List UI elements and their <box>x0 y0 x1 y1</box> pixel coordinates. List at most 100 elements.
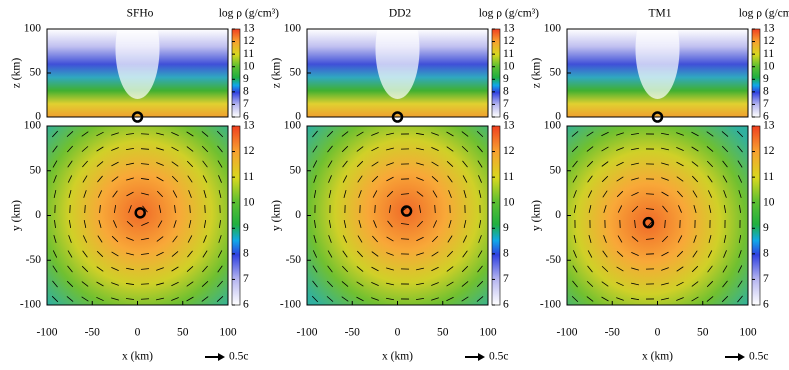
velocity-arrow <box>96 146 104 152</box>
velocity-arrow <box>737 145 743 153</box>
velocity-arrow <box>82 235 88 243</box>
velocity-arrow <box>587 265 593 273</box>
velocity-arrow <box>676 176 684 182</box>
velocity-arrow <box>156 297 164 301</box>
y-tick-label: -50 <box>26 254 42 266</box>
velocity-arrow <box>431 235 439 243</box>
velocity-arrow <box>371 161 379 167</box>
x-tick-label: 50 <box>177 327 189 339</box>
colorbar-tick-label: 13 <box>503 23 515 35</box>
x-axis-label: x (km) <box>122 351 153 363</box>
colorbar-tick-label: 6 <box>243 299 249 311</box>
velocity-arrow <box>677 190 683 198</box>
velocity-arrow <box>68 235 72 243</box>
velocity-arrow <box>431 132 439 136</box>
velocity-arrow <box>386 236 394 242</box>
colorbar-tick-label: 7 <box>763 273 769 285</box>
velocity-arrow <box>54 219 56 229</box>
velocity-arrow <box>661 282 669 286</box>
velocity-arrow <box>51 295 59 303</box>
velocity-arrow <box>81 265 89 273</box>
velocity-arrow <box>676 266 684 272</box>
velocity-arrow <box>96 250 104 258</box>
y-axis-label: y (km) <box>531 200 543 231</box>
velocity-arrow <box>601 175 609 183</box>
velocity-arrow <box>112 190 118 198</box>
colorbar-tick-label: 10 <box>763 196 775 208</box>
velocity-arrow <box>616 190 624 198</box>
velocity-arrow <box>737 175 743 183</box>
velocity-arrow <box>723 190 727 198</box>
heatmap <box>567 29 748 117</box>
velocity-arrow <box>571 131 579 137</box>
velocity-arrow <box>202 160 208 168</box>
velocity-arrow <box>630 147 640 151</box>
velocity-arrow <box>661 162 669 166</box>
velocity-arrow <box>82 160 88 168</box>
x-tick-label: 0 <box>135 327 141 339</box>
colorbar-tick-label: 11 <box>243 171 254 183</box>
velocity-arrow <box>111 147 119 151</box>
velocity-arrow <box>326 280 334 288</box>
velocity-arrow <box>81 281 89 287</box>
velocity-arrow <box>461 296 469 302</box>
x-tick-label: 0 <box>395 327 401 339</box>
velocity-arrow <box>312 250 318 258</box>
velocity-arrow <box>448 190 452 198</box>
velocity-arrow <box>676 147 684 151</box>
velocity-arrow <box>171 297 179 301</box>
y-tick-label: 0 <box>295 111 301 123</box>
velocity-arrow <box>341 296 349 302</box>
colorbar <box>491 28 501 118</box>
y-tick-label: -50 <box>546 254 562 266</box>
panel-title: DD2 <box>389 8 412 20</box>
velocity-arrow <box>113 220 117 228</box>
colorbar-tick-label: 13 <box>763 120 775 132</box>
velocity-arrow <box>66 296 74 302</box>
velocity-arrow <box>416 162 424 166</box>
black-hole <box>642 216 655 229</box>
velocity-arrow <box>356 250 364 258</box>
vector-key-label: 0.5c <box>229 351 248 363</box>
y-tick-label: -100 <box>280 299 301 311</box>
velocity-arrow <box>603 205 607 213</box>
colorbar-tick-label: 12 <box>243 35 255 47</box>
velocity-arrow <box>677 235 683 243</box>
velocity-arrow <box>312 130 318 138</box>
velocity-arrow <box>171 146 179 152</box>
velocity-arrow <box>156 176 164 182</box>
velocity-arrow <box>141 192 149 196</box>
velocity-arrow <box>341 281 349 287</box>
velocity-arrow <box>81 131 89 137</box>
velocity-arrow <box>691 281 699 287</box>
velocity-arrow <box>342 235 348 243</box>
y-tick-label: 50 <box>290 164 302 176</box>
velocity-arrow <box>53 175 57 183</box>
velocity-arrow <box>374 204 376 214</box>
velocity-arrow <box>97 235 103 243</box>
velocity-arrow <box>737 265 743 273</box>
colorbar-tick-label: 12 <box>763 35 775 47</box>
velocity-arrow <box>416 220 424 228</box>
velocity-arrow <box>186 281 194 287</box>
panel-title: TM1 <box>649 8 672 20</box>
colorbar-tick-label: 9 <box>503 73 509 85</box>
colorbar-label: log ρ (g/cm³) <box>739 8 789 20</box>
velocity-arrow <box>188 190 192 198</box>
velocity-arrow <box>463 190 467 198</box>
velocity-arrow <box>676 161 684 167</box>
velocity-arrow <box>691 161 699 167</box>
x-tick-label: 100 <box>739 327 757 339</box>
velocity-arrow <box>96 161 104 167</box>
y-tick-label: 50 <box>30 164 42 176</box>
y-tick-label: 100 <box>24 23 42 35</box>
velocity-arrow <box>189 204 191 214</box>
velocity-arrow <box>313 235 317 243</box>
velocity-arrow <box>313 189 317 199</box>
velocity-arrow <box>602 250 608 258</box>
velocity-arrow <box>738 190 742 198</box>
velocity-arrow <box>52 280 58 288</box>
velocity-arrow <box>357 175 363 183</box>
vector-key-head <box>218 353 225 361</box>
velocity-arrow <box>571 295 579 303</box>
